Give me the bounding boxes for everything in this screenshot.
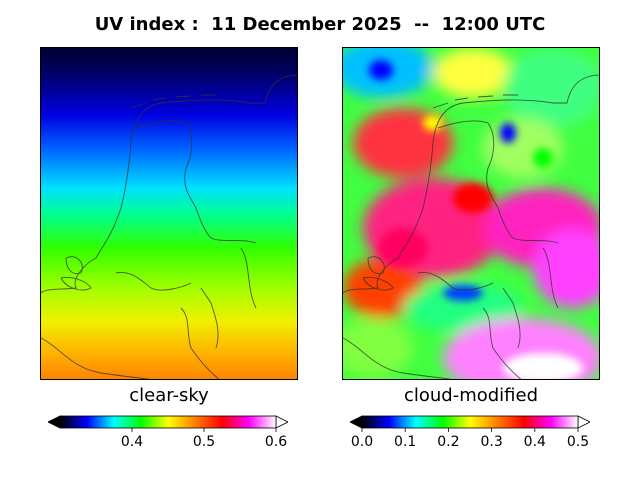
cloud-modified-label: cloud-modified [403,385,539,406]
colorbar-tick-label: 0.5 [566,434,590,450]
cloud-field-blobs [343,48,599,379]
colorbar-extend-max [577,415,590,429]
colorbar-tick-label: 0.4 [120,434,144,450]
colorbar-body [59,415,277,429]
colorbar-body [361,415,579,429]
clear-sky-map [40,47,298,380]
colorbar-tick-label: 0.4 [523,434,546,450]
colorbar-tick-label: 0.0 [350,434,374,450]
colorbar-clear-sky [48,415,288,432]
colorbar-cloud-modified [350,415,590,432]
cloud-field-details [369,60,583,379]
colorbar-tick-label: 0.3 [480,434,503,450]
colorbar-extend-min [48,415,61,429]
clear-sky-field [41,48,297,379]
figure-title: UV index : 11 December 2025 -- 12:00 UTC [94,14,546,35]
cloud-modified-map [342,47,600,380]
coastline-right [343,74,599,379]
colorbar-tick-label: 0.2 [437,434,460,450]
colorbar-extend-min [350,415,363,429]
colorbar-tick-label: 0.5 [192,434,216,450]
coastline-left [41,74,297,379]
colorbar-tick-label: 0.6 [264,434,288,450]
clear-sky-label: clear-sky [129,385,209,406]
colorbar-tick-label: 0.1 [394,434,417,450]
colorbar-extend-max [275,415,288,429]
